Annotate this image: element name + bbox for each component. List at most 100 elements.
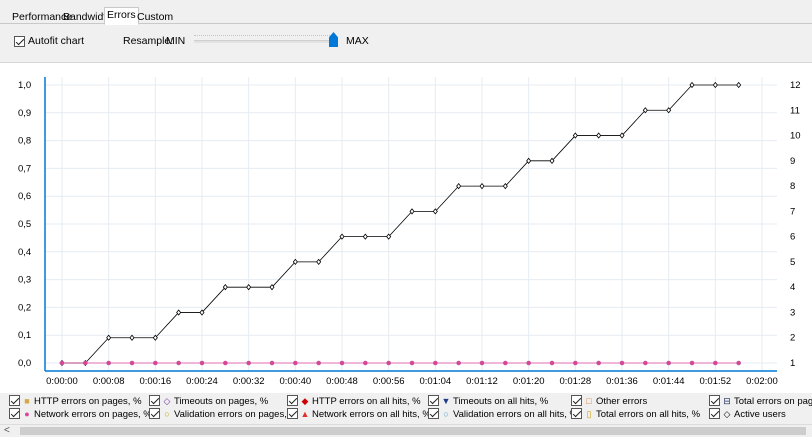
series-point bbox=[339, 360, 345, 366]
tab-custom[interactable]: Custom bbox=[137, 11, 174, 23]
bar-icon: ⊟ bbox=[723, 396, 731, 406]
x-tick-label: 0:01:04 bbox=[419, 376, 451, 387]
x-tick-label: 0:01:36 bbox=[606, 376, 638, 387]
series-point bbox=[316, 258, 322, 266]
tab-bandwidth[interactable]: Bandwidth bbox=[63, 11, 113, 23]
legend-item[interactable]: □ Other errors bbox=[571, 395, 647, 408]
legend-label: Other errors bbox=[596, 396, 648, 407]
series-point bbox=[176, 309, 182, 316]
y-left-tick-label: 0,4 bbox=[18, 247, 31, 258]
y-left-tick-label: 0,8 bbox=[18, 136, 31, 147]
autofit-label: Autofit chart bbox=[28, 35, 85, 47]
resample-slider-thumb[interactable] bbox=[329, 32, 338, 47]
scroll-left-arrow-icon[interactable]: < bbox=[4, 425, 10, 436]
legend-checkbox[interactable] bbox=[709, 395, 720, 406]
legend-item[interactable]: ◆ HTTP errors on all hits, % bbox=[287, 395, 421, 408]
tab-performance[interactable]: Performance bbox=[12, 11, 73, 23]
legend-item[interactable]: ◇ Active users bbox=[709, 408, 786, 421]
series-point bbox=[246, 284, 252, 291]
legend-checkbox[interactable] bbox=[428, 408, 439, 419]
legend-checkbox[interactable] bbox=[9, 395, 20, 406]
x-tick-label: 0:02:00 bbox=[746, 376, 778, 387]
chart-svg: 0,00,10,20,30,40,50,60,70,80,91,01234567… bbox=[18, 77, 801, 387]
tab-bar: Performance Bandwidth Errors Custom bbox=[0, 0, 812, 25]
x-tick-label: 0:01:44 bbox=[653, 376, 685, 387]
series-point bbox=[409, 208, 415, 215]
series-point bbox=[269, 284, 275, 291]
x-tick-label: 0:00:08 bbox=[93, 376, 125, 387]
series-point bbox=[479, 182, 485, 190]
legend-item[interactable]: ◇ Timeouts on pages, % bbox=[149, 395, 268, 408]
legend-checkbox[interactable] bbox=[428, 395, 439, 406]
series-point bbox=[642, 107, 648, 114]
legend-checkbox[interactable] bbox=[709, 408, 720, 419]
series-point bbox=[386, 233, 392, 240]
errors-chart: 0,0 0,1 0,2 0,3 0,4 0,5 0,6 0,7 0,8 0,9 1,0 1 2 3 4 5 6 7… bbox=[0, 62, 812, 393]
legend-item[interactable]: ● Network errors on pages, % bbox=[9, 408, 152, 421]
circle-icon: ● bbox=[24, 409, 30, 419]
triangle-down-icon: ▼ bbox=[441, 396, 451, 406]
x-tick-label: 0:01:12 bbox=[466, 376, 498, 387]
series-point bbox=[689, 81, 695, 89]
y-right-tick-label: 1 bbox=[790, 358, 795, 369]
x-tick-label: 0:00:32 bbox=[233, 376, 265, 387]
series-point bbox=[363, 360, 368, 366]
series-point bbox=[293, 360, 298, 366]
x-tick-label: 0:01:52 bbox=[699, 376, 731, 387]
series-point bbox=[549, 360, 555, 366]
legend-checkbox[interactable] bbox=[287, 395, 298, 406]
x-tick-label: 0:00:00 bbox=[46, 376, 78, 387]
series-point bbox=[596, 360, 601, 366]
y-left-tick-label: 0,5 bbox=[18, 219, 31, 230]
series-point bbox=[456, 182, 462, 190]
legend-checkbox[interactable] bbox=[9, 408, 20, 419]
y-left-tick-label: 0,0 bbox=[18, 358, 31, 369]
legend-label: Validation errors on pages, % bbox=[174, 409, 298, 420]
horizontal-scrollbar[interactable]: < bbox=[0, 424, 812, 437]
legend-label: Timeouts on all hits, % bbox=[453, 396, 549, 407]
series-point bbox=[433, 360, 438, 366]
series-point bbox=[386, 360, 391, 366]
y-right-tick-label: 11 bbox=[790, 105, 800, 116]
legend-label: Validation errors on all hits, % bbox=[453, 409, 578, 420]
autofit-checkbox[interactable] bbox=[14, 36, 25, 47]
series-point bbox=[362, 233, 368, 240]
y-right-tick-label: 6 bbox=[790, 232, 795, 243]
circle-open-icon: ○ bbox=[164, 409, 170, 419]
legend-item[interactable]: ○ Validation errors on pages, % bbox=[149, 408, 298, 421]
legend-checkbox[interactable] bbox=[149, 395, 160, 406]
series-point bbox=[736, 360, 741, 366]
series-point bbox=[339, 233, 345, 240]
series-point bbox=[619, 132, 625, 139]
series-point bbox=[549, 157, 555, 164]
series-point bbox=[129, 334, 135, 341]
resample-slider-track[interactable] bbox=[194, 40, 334, 43]
y-right-tick-label: 10 bbox=[790, 131, 801, 142]
y-left-tick-label: 0,3 bbox=[18, 275, 31, 286]
legend-item[interactable]: ○ Validation errors on all hits, % bbox=[428, 408, 578, 421]
triangle-icon: ▲ bbox=[300, 409, 310, 419]
y-left-tick-label: 1,0 bbox=[18, 80, 31, 91]
legend-checkbox[interactable] bbox=[571, 395, 582, 406]
series-point bbox=[456, 360, 461, 366]
legend-item[interactable]: ▲ Network errors on all hits, % bbox=[287, 408, 431, 421]
series-point bbox=[223, 360, 228, 366]
series-point bbox=[596, 132, 602, 139]
legend-item[interactable]: ▯ Total errors on all hits, % bbox=[571, 408, 700, 421]
series-point bbox=[736, 81, 742, 89]
legend-item[interactable]: ■ HTTP errors on pages, % bbox=[9, 395, 142, 408]
y-right-tick-label: 4 bbox=[790, 282, 795, 293]
tab-errors[interactable]: Errors bbox=[104, 7, 139, 25]
series-point bbox=[199, 309, 205, 316]
legend-checkbox[interactable] bbox=[571, 408, 582, 419]
legend-label: Total errors on pages, bbox=[734, 396, 812, 407]
legend-label: HTTP errors on pages, % bbox=[34, 396, 142, 407]
legend-item[interactable]: ▼ Timeouts on all hits, % bbox=[428, 395, 548, 408]
legend-item[interactable]: ⊟Total errors on pages, bbox=[709, 395, 812, 408]
scrollbar-thumb[interactable] bbox=[20, 427, 806, 435]
legend-checkbox[interactable] bbox=[149, 408, 160, 419]
x-tick-label: 0:00:40 bbox=[279, 376, 311, 387]
x-tick-label: 0:00:48 bbox=[326, 376, 358, 387]
series-point bbox=[619, 360, 625, 366]
legend-checkbox[interactable] bbox=[287, 408, 298, 419]
